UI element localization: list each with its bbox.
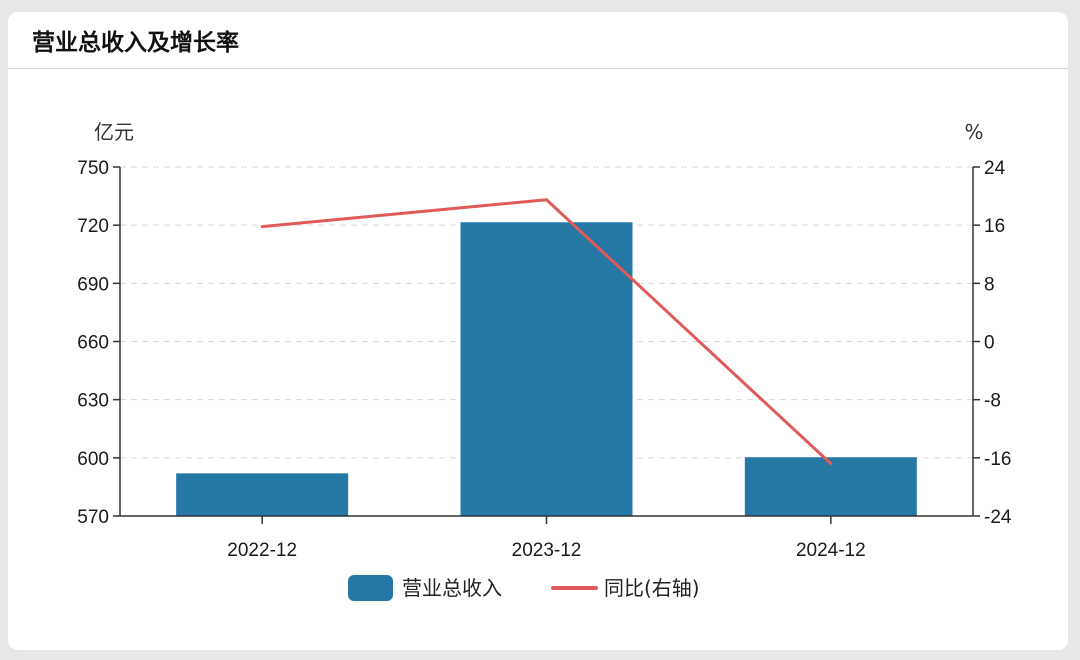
x-tick-label: 2022-12	[227, 540, 297, 561]
bar	[744, 457, 917, 516]
right-tick-label: -24	[984, 507, 1012, 528]
growth-point	[829, 462, 833, 466]
left-axis-unit: 亿元	[94, 120, 134, 144]
left-tick-label: 720	[77, 216, 109, 237]
right-tick-label: 8	[984, 274, 995, 295]
right-tick-label: 0	[984, 333, 995, 354]
card-title: 营业总收入及增长率	[32, 30, 239, 56]
right-tick-label: -8	[984, 391, 1001, 412]
x-tick-label: 2024-12	[796, 540, 866, 561]
card-header: 营业总收入及增长率	[8, 12, 1068, 69]
right-tick-label: -16	[984, 449, 1011, 470]
growth-point	[260, 225, 264, 229]
right-axis-unit: %	[964, 120, 983, 144]
right-tick-label: 24	[984, 158, 1006, 179]
bar	[460, 222, 633, 516]
left-tick-label: 570	[77, 507, 109, 528]
left-tick-label: 630	[77, 391, 109, 412]
left-tick-label: 660	[77, 333, 109, 354]
legend-bar-label: 营业总收入	[402, 576, 502, 600]
left-tick-label: 600	[77, 449, 109, 470]
bar	[176, 473, 349, 516]
legend-bar-swatch	[348, 575, 393, 601]
growth-point	[545, 198, 548, 202]
left-tick-label: 750	[77, 158, 109, 179]
x-tick-label: 2023-12	[512, 540, 582, 561]
right-tick-label: 16	[984, 216, 1005, 237]
legend-line-label: 同比(右轴)	[604, 576, 700, 600]
left-tick-label: 690	[77, 274, 109, 295]
